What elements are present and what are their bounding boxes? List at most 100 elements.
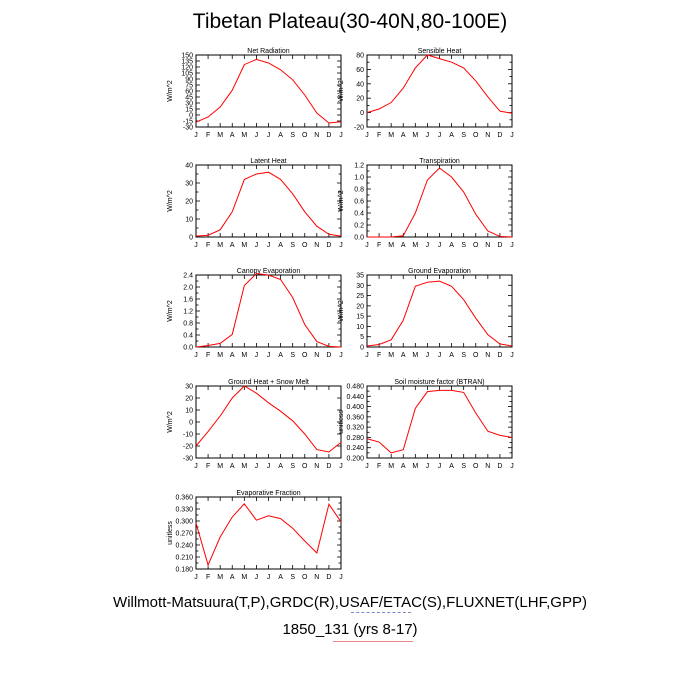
x-tick-label: A <box>401 463 406 470</box>
y-tick-label: -15 <box>183 119 193 126</box>
x-tick-label: J <box>255 463 259 470</box>
y-tick-label: 30 <box>356 283 364 290</box>
y-tick-label: 20 <box>356 96 364 103</box>
x-tick-label: J <box>339 463 343 470</box>
x-tick-label: J <box>510 352 514 359</box>
y-tick-label: 20 <box>185 199 193 206</box>
x-tick-label: O <box>473 132 479 139</box>
x-tick-label: J <box>267 574 271 581</box>
y-tick-label: 0.480 <box>346 384 364 391</box>
x-tick-label: D <box>326 132 331 139</box>
y-tick-label: 0.200 <box>346 456 364 463</box>
panel-4: Canopy Evaporation W/m^2 0.0 0.4 0.8 1.2 1.6 2.… <box>167 268 343 359</box>
x-tick-label: D <box>326 463 331 470</box>
x-tick-label: A <box>449 132 454 139</box>
x-tick-label: M <box>241 132 247 139</box>
x-tick-label: M <box>241 242 247 249</box>
x-tick-label: J <box>365 463 369 470</box>
x-tick-label: S <box>290 463 295 470</box>
x-tick-label: A <box>401 132 406 139</box>
series-line <box>195 171 342 237</box>
x-tick-label: S <box>461 242 466 249</box>
x-tick-label: F <box>206 132 210 139</box>
y-tick-label: 135 <box>181 59 193 66</box>
plot-frame <box>195 164 342 238</box>
x-tick-label: O <box>302 132 308 139</box>
x-tick-label: A <box>449 352 454 359</box>
x-tick-label: F <box>206 242 210 249</box>
y-tick-label: 105 <box>181 71 193 78</box>
y-tick-label: 30 <box>185 101 193 108</box>
x-tick-label: J <box>510 132 514 139</box>
x-tick-label: J <box>426 242 430 249</box>
x-tick-label: O <box>473 352 479 359</box>
x-tick-label: J <box>426 463 430 470</box>
y-axis-label: W/m^2 <box>167 300 174 322</box>
y-axis-label: unitless <box>167 521 174 545</box>
y-tick-label: 60 <box>185 89 193 96</box>
y-tick-label: 0.6 <box>354 199 364 206</box>
x-tick-label: F <box>206 352 210 359</box>
series-line <box>195 58 342 124</box>
x-tick-label: A <box>278 463 283 470</box>
x-tick-label: O <box>473 463 479 470</box>
y-tick-label: 0 <box>189 420 193 427</box>
x-tick-label: F <box>206 574 210 581</box>
panel-0: Net Radiation W/m^2 -30-150153045607590105… <box>167 48 343 139</box>
x-tick-label: J <box>267 242 271 249</box>
x-tick-label: S <box>290 574 295 581</box>
x-tick-label: A <box>230 132 235 139</box>
x-tick-label: A <box>278 352 283 359</box>
x-tick-label: D <box>497 132 502 139</box>
x-tick-label: M <box>412 352 418 359</box>
y-tick-label: -30 <box>183 456 193 463</box>
footer-dash-decoration <box>351 612 411 613</box>
plot-frame <box>366 385 513 459</box>
panel-title: Soil moisture factor (BTRAN) <box>394 379 484 386</box>
footer-sources: Willmott-Matsuura(T,P),GRDC(R),USAF/ETAC… <box>113 594 587 611</box>
y-tick-label: 1.2 <box>354 163 364 170</box>
y-tick-label: -10 <box>183 432 193 439</box>
y-tick-label: 80 <box>356 53 364 60</box>
x-tick-label: J <box>438 463 442 470</box>
y-tick-label: 0 <box>189 113 193 120</box>
series-line <box>367 167 513 238</box>
series-line <box>195 385 342 453</box>
x-tick-label: J <box>438 242 442 249</box>
x-tick-label: M <box>241 463 247 470</box>
plot-frame <box>195 385 342 459</box>
x-tick-label: M <box>217 352 223 359</box>
x-tick-label: O <box>302 352 308 359</box>
x-tick-label: A <box>230 242 235 249</box>
x-tick-label: A <box>401 242 406 249</box>
y-tick-label: 0.240 <box>175 543 193 550</box>
y-tick-label: 0.0 <box>183 345 193 352</box>
y-tick-label: 0.240 <box>346 445 364 452</box>
y-tick-label: 0.300 <box>175 519 193 526</box>
x-tick-label: A <box>449 463 454 470</box>
x-tick-label: M <box>217 574 223 581</box>
x-tick-label: M <box>241 352 247 359</box>
y-tick-label: -20 <box>354 125 364 132</box>
x-tick-label: N <box>485 242 490 249</box>
x-tick-label: J <box>267 132 271 139</box>
footer-case: 1850_131 (yrs 8-17) <box>282 621 418 638</box>
x-tick-label: N <box>485 352 490 359</box>
x-tick-label: D <box>497 242 502 249</box>
series-line <box>366 280 513 347</box>
y-tick-label: 150 <box>181 53 193 60</box>
y-tick-label: 0.360 <box>175 495 193 502</box>
y-axis-label: W/m^2 <box>338 300 345 322</box>
x-tick-label: J <box>194 242 198 249</box>
y-tick-label: 45 <box>185 95 193 102</box>
y-tick-label: 20 <box>185 396 193 403</box>
plot-frame <box>366 164 513 238</box>
x-tick-label: N <box>314 463 319 470</box>
y-tick-label: 0.8 <box>183 321 193 328</box>
y-tick-label: 40 <box>185 163 193 170</box>
x-tick-label: J <box>194 574 198 581</box>
x-tick-label: J <box>510 463 514 470</box>
